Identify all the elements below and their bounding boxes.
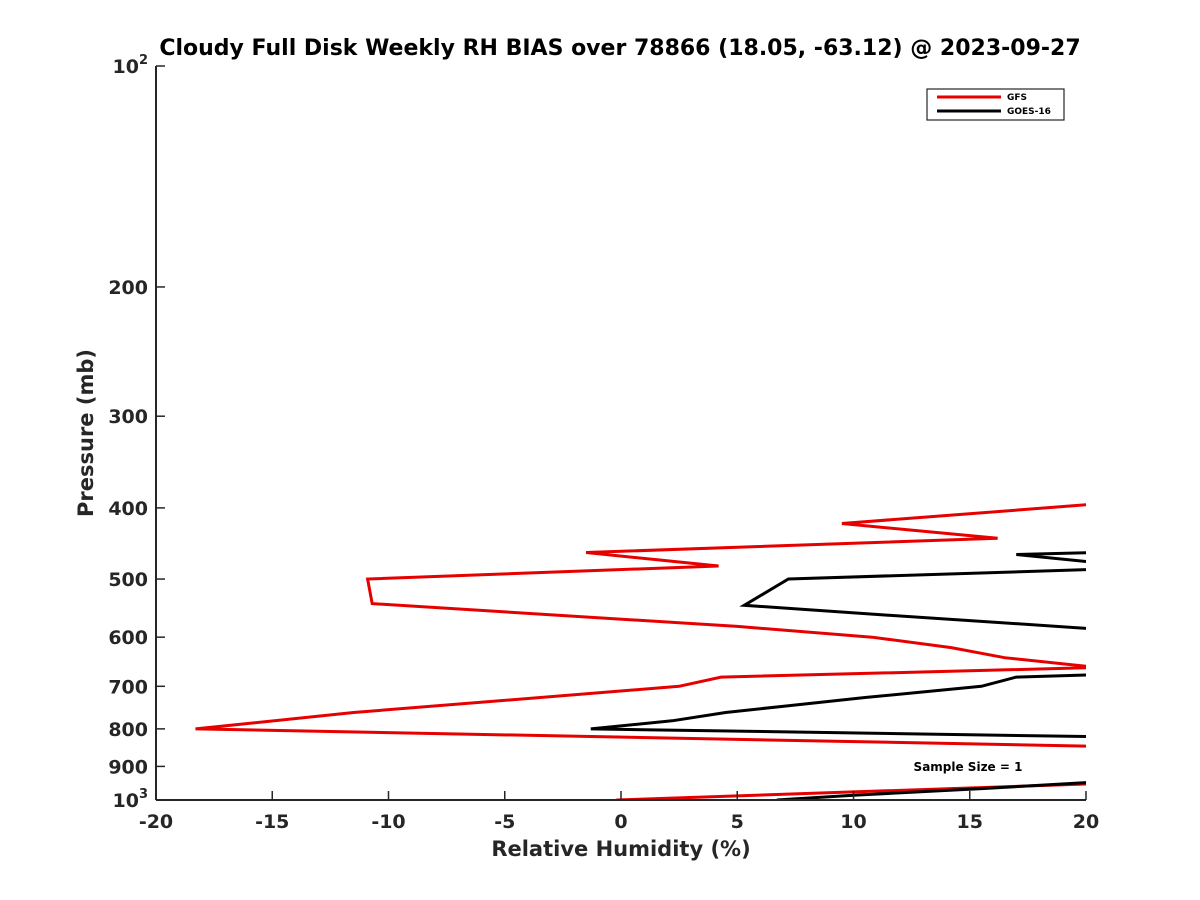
legend: GFS GOES-16 (926, 88, 1065, 121)
y-tick-label: 700 (108, 676, 148, 698)
legend-box (926, 88, 1065, 121)
chart-title: Cloudy Full Disk Weekly RH BIAS over 788… (159, 36, 1080, 61)
y-tick-label: 600 (108, 627, 148, 649)
x-tick-label: 0 (614, 811, 627, 833)
sample-size-annotation: Sample Size = 1 (914, 760, 1023, 774)
y-tick-label: 300 (108, 406, 148, 428)
legend-label-gfs: GFS (1007, 93, 1027, 103)
x-tick-label: 20 (1073, 811, 1099, 833)
series-line-goes-16-2 (739, 551, 1086, 630)
x-tick-label: -15 (255, 811, 289, 833)
y-tick-label: 800 (108, 719, 148, 741)
y-tick-label: 102 (113, 53, 149, 78)
x-tick-label: 15 (957, 811, 983, 833)
y-tick-label: 900 (108, 756, 148, 778)
x-ticks: -20 -15 -10 -5 0 5 10 15 20 (139, 791, 1099, 833)
series-layer (195, 503, 1086, 800)
y-tick-label: 200 (108, 277, 148, 299)
x-tick-label: -5 (494, 811, 515, 833)
y-ticks: 102 200 300 400 500 600 700 800 900 103 (108, 53, 165, 812)
x-tick-label: 5 (731, 811, 744, 833)
y-tick-label: 500 (108, 569, 148, 591)
series-line-goes-16-4 (776, 781, 1086, 800)
x-tick-label: -20 (139, 811, 173, 833)
y-axis-label: Pressure (mb) (74, 349, 98, 517)
x-tick-label: -10 (371, 811, 405, 833)
y-tick-label: 103 (113, 787, 149, 812)
series-line-gfs-0 (195, 503, 1086, 748)
y-tick-label: 400 (108, 498, 148, 520)
x-tick-label: 10 (840, 811, 866, 833)
series-line-goes-16-3 (590, 673, 1086, 739)
legend-label-goes-16: GOES-16 (1007, 107, 1051, 117)
x-axis-label: Relative Humidity (%) (491, 837, 750, 861)
